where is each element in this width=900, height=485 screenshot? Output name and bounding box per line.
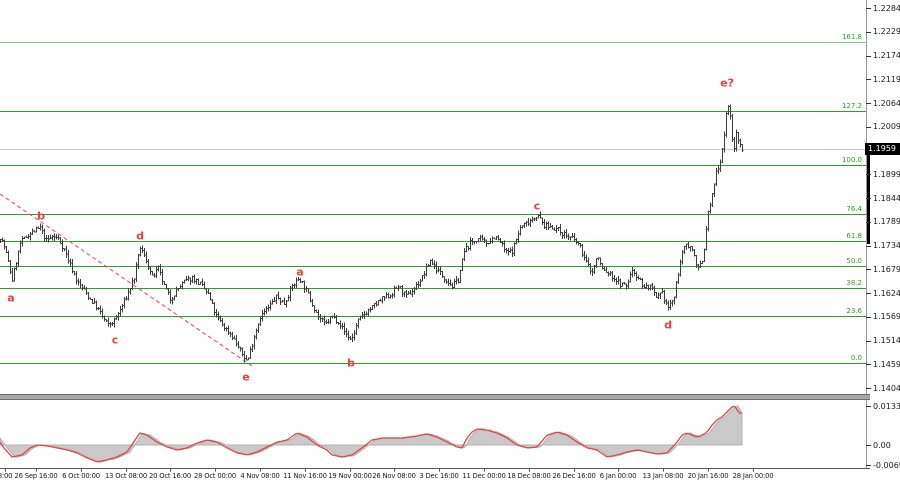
trading-chart-window: 161.8 127.2 100.0 76.4 61.8 50.0 38.2 23.6 0.0 a…	[0, 0, 900, 485]
price-chart-plot[interactable]	[0, 0, 900, 485]
